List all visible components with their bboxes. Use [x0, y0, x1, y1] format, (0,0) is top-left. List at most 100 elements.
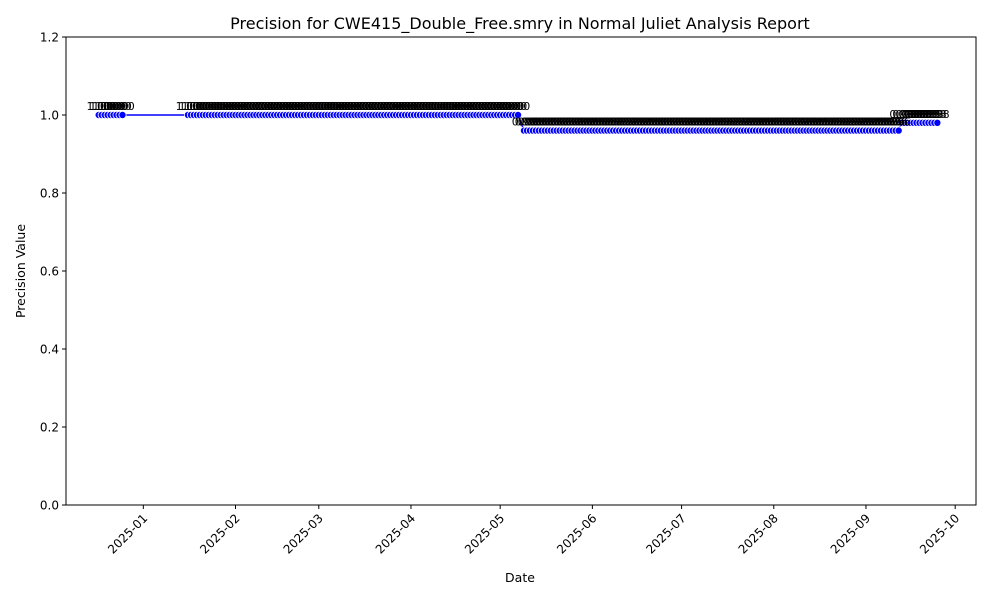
- y-axis-label: Precision Value: [13, 224, 28, 318]
- data-label: 0.96: [732, 116, 757, 129]
- x-tick-label: 2025-08: [736, 511, 781, 556]
- data-label: 0.96: [791, 116, 816, 129]
- data-label: 0.96: [527, 116, 552, 129]
- data-label: 0.96: [785, 116, 810, 129]
- x-tick-label: 2025-05: [462, 511, 507, 556]
- data-label: 0.96: [756, 116, 781, 129]
- data-label: 0.96: [586, 116, 611, 129]
- data-label: 0.96: [684, 116, 709, 129]
- data-label: 0.96: [607, 116, 632, 129]
- data-label: 0.96: [845, 116, 870, 129]
- data-label: 1.00: [399, 100, 424, 113]
- data-label: 0.96: [556, 116, 581, 129]
- data-label: 1.00: [443, 100, 468, 113]
- data-label: 0.96: [580, 116, 605, 129]
- data-label: 0.96: [518, 116, 543, 129]
- plot-frame: [65, 36, 977, 506]
- data-label: 0.96: [747, 116, 772, 129]
- data-label: 0.96: [530, 116, 555, 129]
- data-point: [118, 111, 127, 120]
- data-label: 1.00: [199, 100, 224, 113]
- x-tick-label: 2025-09: [828, 511, 873, 556]
- data-label: 0.96: [738, 116, 763, 129]
- data-label: 0.96: [842, 116, 867, 129]
- data-label: 0.98: [919, 108, 944, 121]
- data-label: 1.00: [423, 100, 448, 113]
- data-label: 1.00: [295, 100, 320, 113]
- data-label: 1.00: [283, 100, 308, 113]
- y-tick-label: 0.2: [40, 421, 59, 435]
- data-label: 0.96: [547, 116, 572, 129]
- data-label: 0.96: [536, 116, 561, 129]
- data-label: 0.96: [836, 116, 861, 129]
- data-label: 1.00: [321, 100, 346, 113]
- data-label: 1.00: [396, 100, 421, 113]
- data-label: 1.00: [449, 100, 474, 113]
- data-label: 0.98: [907, 108, 932, 121]
- data-label: 0.98: [901, 108, 926, 121]
- data-label: 0.96: [705, 116, 730, 129]
- data-label: 0.96: [562, 116, 587, 129]
- data-label: 0.96: [782, 116, 807, 129]
- data-label: 0.98: [898, 108, 923, 121]
- data-label: 1.00: [330, 100, 355, 113]
- data-label: 0.98: [910, 108, 935, 121]
- x-tick-label: 2025-02: [197, 511, 242, 556]
- data-label: 0.96: [654, 116, 679, 129]
- data-label: 0.96: [675, 116, 700, 129]
- data-label: 0.96: [699, 116, 724, 129]
- data-label: 1.00: [354, 100, 379, 113]
- y-tick-label: 0.6: [40, 265, 59, 279]
- data-label: 0.96: [720, 116, 745, 129]
- data-label: 0.96: [794, 116, 819, 129]
- data-label: 1.00: [256, 100, 281, 113]
- data-label: 0.96: [515, 116, 540, 129]
- data-label: 1.00: [494, 100, 519, 113]
- data-label: 1.00: [208, 100, 233, 113]
- data-label: 0.98: [922, 108, 947, 121]
- data-label: 0.96: [857, 116, 882, 129]
- data-label: 1.00: [280, 100, 305, 113]
- data-label: 1.00: [310, 100, 335, 113]
- data-label: 1.00: [86, 100, 111, 113]
- data-label: 0.98: [889, 108, 914, 121]
- data-label: 0.96: [637, 116, 662, 129]
- data-label: 1.00: [223, 100, 248, 113]
- data-label: 0.96: [521, 116, 546, 129]
- data-point: [894, 126, 903, 135]
- data-label: 1.00: [420, 100, 445, 113]
- data-label: 1.00: [98, 100, 123, 113]
- data-label: 1.00: [259, 100, 284, 113]
- data-label: 0.96: [759, 116, 784, 129]
- data-label: 1.00: [437, 100, 462, 113]
- y-tick-label: 0.0: [40, 499, 59, 513]
- data-label: 1.00: [500, 100, 525, 113]
- data-label: 0.96: [651, 116, 676, 129]
- data-label: 1.00: [479, 100, 504, 113]
- data-label: 0.96: [830, 116, 855, 129]
- data-label: 0.96: [770, 116, 795, 129]
- data-label: 1.00: [458, 100, 483, 113]
- data-label: 1.00: [425, 100, 450, 113]
- data-label: 1.00: [366, 100, 391, 113]
- data-label: 0.96: [533, 116, 558, 129]
- data-label: 1.00: [194, 100, 219, 113]
- data-label: 1.00: [241, 100, 266, 113]
- data-label: 1.00: [214, 100, 239, 113]
- data-label: 1.00: [405, 100, 430, 113]
- y-tick-label: 0.4: [40, 343, 59, 357]
- data-label: 0.96: [669, 116, 694, 129]
- x-axis: 2025-01 2025-02 2025-03 2025-04 2025-05 2025-…: [105, 505, 962, 557]
- data-label: 0.96: [565, 116, 590, 129]
- data-label: 0.96: [598, 116, 623, 129]
- data-label: 0.96: [818, 116, 843, 129]
- x-tick-label: 2025-10: [917, 511, 962, 556]
- data-label: 1.00: [315, 100, 340, 113]
- data-label: 1.00: [327, 100, 352, 113]
- data-label: 0.96: [672, 116, 697, 129]
- data-label: 0.96: [797, 116, 822, 129]
- data-label: 0.96: [723, 116, 748, 129]
- data-label: 0.96: [866, 116, 891, 129]
- data-label: 0.96: [524, 116, 549, 129]
